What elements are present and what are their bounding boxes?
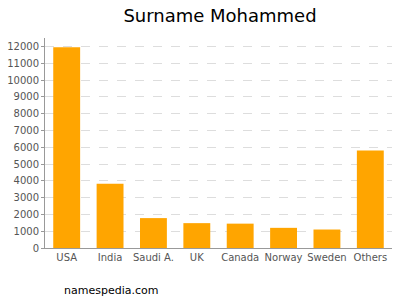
- svg-text:12000: 12000: [7, 41, 39, 52]
- svg-text:Others: Others: [354, 252, 388, 263]
- svg-text:6000: 6000: [14, 142, 39, 153]
- svg-text:1000: 1000: [14, 226, 39, 237]
- svg-text:7000: 7000: [14, 125, 39, 136]
- svg-text:Saudi A.: Saudi A.: [133, 252, 174, 263]
- svg-text:Sweden: Sweden: [307, 252, 347, 263]
- svg-text:5000: 5000: [14, 159, 39, 170]
- svg-text:9000: 9000: [14, 91, 39, 102]
- svg-text:11000: 11000: [7, 58, 39, 69]
- svg-text:3000: 3000: [14, 192, 39, 203]
- svg-text:10000: 10000: [7, 75, 39, 86]
- svg-text:India: India: [98, 252, 123, 263]
- svg-text:Surname Mohammed: Surname Mohammed: [123, 5, 316, 26]
- svg-text:Norway: Norway: [265, 252, 303, 263]
- svg-text:4000: 4000: [14, 175, 39, 186]
- svg-text:2000: 2000: [14, 209, 39, 220]
- svg-text:UK: UK: [190, 252, 204, 263]
- svg-text:Canada: Canada: [221, 252, 259, 263]
- svg-text:0: 0: [33, 243, 39, 254]
- svg-text:namespedia.com: namespedia.com: [64, 284, 158, 297]
- svg-text:8000: 8000: [14, 108, 39, 119]
- svg-text:USA: USA: [56, 252, 77, 263]
